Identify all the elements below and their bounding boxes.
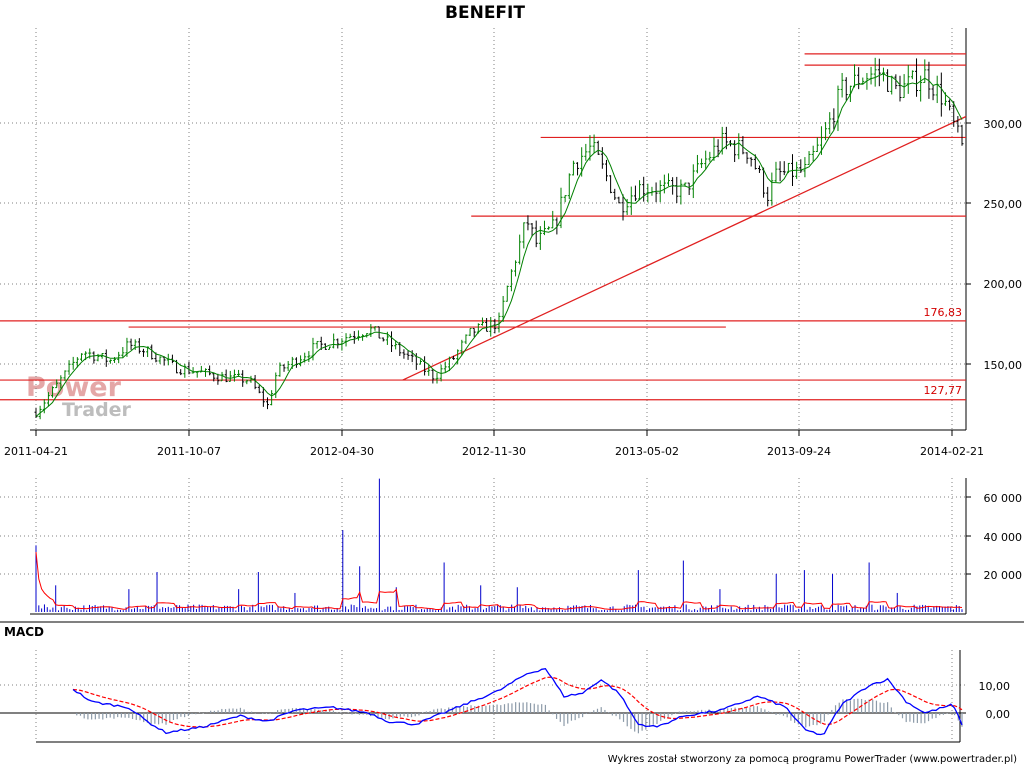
price-tick-label: 200,00 — [984, 278, 1023, 291]
date-tick-label: 2014-02-21 — [920, 445, 984, 458]
volume-layer — [35, 478, 963, 612]
price-tick-label: 250,00 — [984, 198, 1023, 211]
level-label: 127,77 — [924, 384, 963, 397]
footer-credit: Wykres został stworzony za pomocą progra… — [608, 754, 1017, 765]
trend-line — [402, 115, 967, 381]
macd-line — [72, 667, 963, 736]
volume-tick-label: 20 000 — [984, 569, 1023, 582]
grid-layer — [0, 28, 1024, 743]
price-layer — [0, 53, 967, 420]
macd-layer — [72, 667, 963, 736]
date-tick-label: 2013-05-02 — [615, 445, 679, 458]
date-tick-label: 2012-11-30 — [462, 445, 526, 458]
date-tick-label: 2011-04-21 — [4, 445, 68, 458]
volume-average-line — [35, 551, 963, 610]
chart-title: BENEFIT — [445, 3, 525, 23]
date-tick-label: 2013-09-24 — [767, 445, 831, 458]
moving-average-line — [35, 73, 963, 417]
level-label: 176,83 — [924, 306, 963, 319]
macd-signal-line — [72, 676, 963, 728]
macd-label: MACD — [4, 625, 44, 639]
volume-tick-label: 40 000 — [984, 531, 1023, 544]
watermark-trader: Trader — [62, 399, 132, 421]
macd-tick-label: 0,00 — [986, 708, 1011, 721]
price-tick-label: 150,00 — [984, 359, 1023, 372]
macd-tick-label: 10,00 — [979, 680, 1011, 693]
watermark-power: Power — [26, 372, 122, 403]
date-tick-label: 2012-04-30 — [310, 445, 374, 458]
volume-tick-label: 60 000 — [984, 492, 1023, 505]
price-tick-label: 300,00 — [984, 118, 1023, 131]
date-tick-label: 2011-10-07 — [157, 445, 221, 458]
